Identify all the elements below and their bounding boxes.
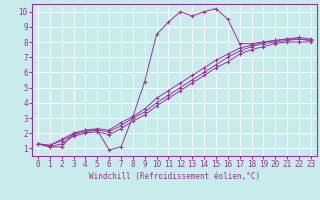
X-axis label: Windchill (Refroidissement éolien,°C): Windchill (Refroidissement éolien,°C) [89,172,260,181]
